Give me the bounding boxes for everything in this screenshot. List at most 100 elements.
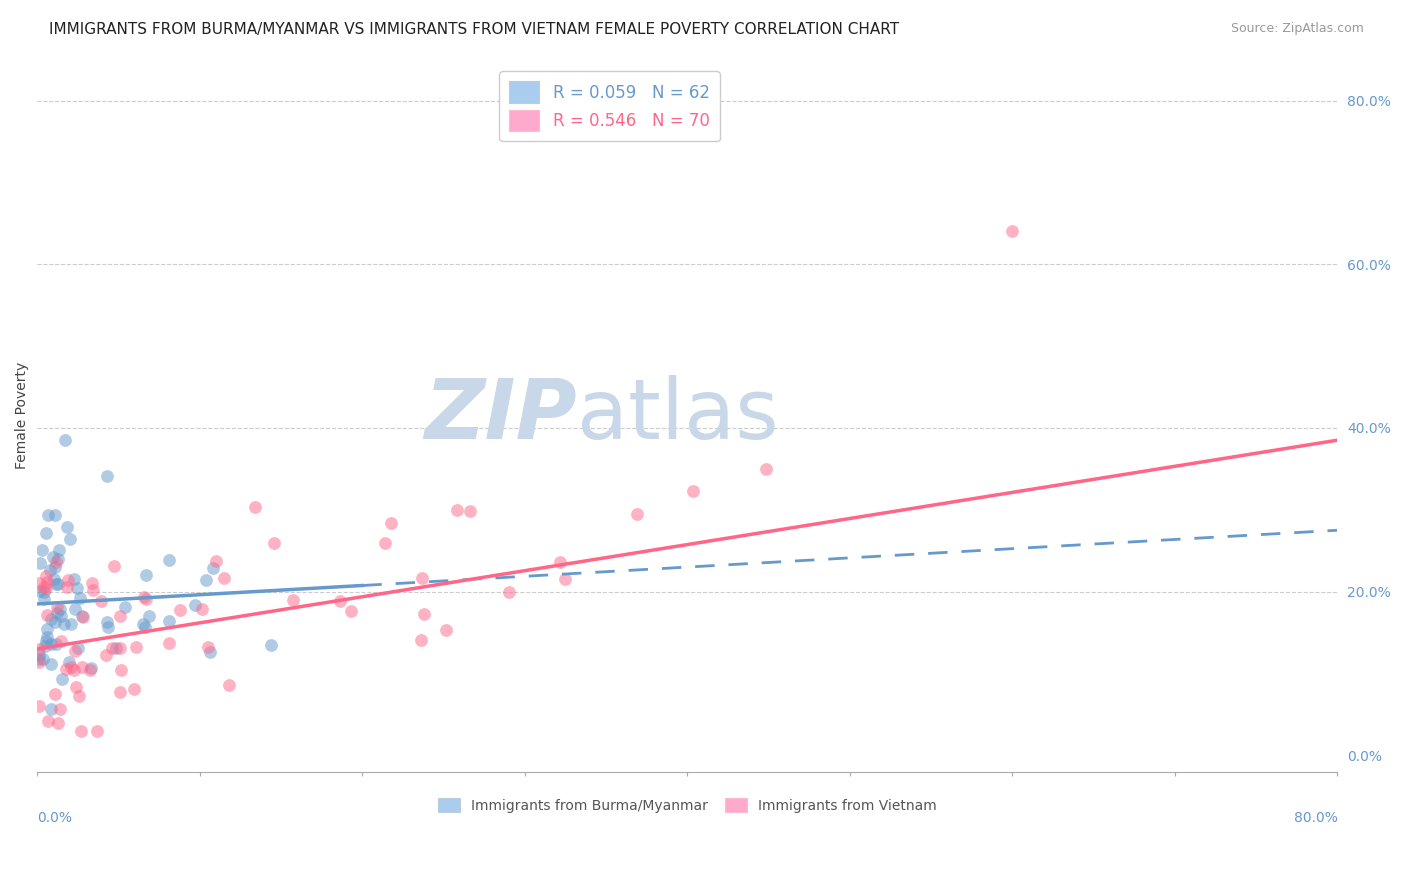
Point xyxy=(34,569,56,583)
Point xyxy=(69,723,91,738)
Point xyxy=(44,508,66,523)
Point xyxy=(135,568,157,582)
Point xyxy=(157,552,180,566)
Point xyxy=(138,609,160,624)
Point xyxy=(49,702,72,716)
Point xyxy=(110,608,132,623)
Point xyxy=(104,641,127,656)
Point xyxy=(37,508,59,523)
Point xyxy=(374,535,396,549)
Text: atlas: atlas xyxy=(576,376,779,456)
Point xyxy=(548,555,571,569)
Point xyxy=(37,714,59,728)
Point xyxy=(39,702,62,716)
Point xyxy=(134,620,156,634)
Point xyxy=(46,577,69,591)
Point xyxy=(56,520,79,534)
Text: 0.0%: 0.0% xyxy=(38,811,72,825)
Point xyxy=(157,614,180,628)
Point xyxy=(65,680,87,694)
Point xyxy=(53,617,76,632)
Point xyxy=(66,581,89,595)
Point xyxy=(69,591,91,606)
Point xyxy=(70,660,93,674)
Point xyxy=(411,571,433,585)
Point xyxy=(49,602,72,616)
Point xyxy=(184,598,207,612)
Point xyxy=(35,623,58,637)
Point xyxy=(626,507,648,521)
Point xyxy=(39,657,62,671)
Point xyxy=(72,610,94,624)
Point xyxy=(1001,225,1024,239)
Point xyxy=(28,699,51,714)
Y-axis label: Female Poverty: Female Poverty xyxy=(15,362,30,469)
Point xyxy=(28,584,51,599)
Point xyxy=(44,573,66,587)
Point xyxy=(446,503,468,517)
Point xyxy=(44,560,66,574)
Point xyxy=(44,687,66,701)
Point xyxy=(259,638,281,652)
Point xyxy=(380,516,402,530)
Point xyxy=(201,561,224,575)
Point xyxy=(103,558,125,573)
Point xyxy=(35,525,58,540)
Point xyxy=(35,575,58,590)
Point xyxy=(413,607,436,622)
Point xyxy=(340,604,363,618)
Point xyxy=(263,536,285,550)
Point xyxy=(37,630,59,644)
Point xyxy=(498,585,520,599)
Point xyxy=(212,570,235,584)
Point xyxy=(409,633,432,648)
Point xyxy=(46,552,69,566)
Legend: Immigrants from Burma/Myanmar, Immigrants from Vietnam: Immigrants from Burma/Myanmar, Immigrant… xyxy=(432,792,942,818)
Point xyxy=(62,663,84,677)
Text: IMMIGRANTS FROM BURMA/MYANMAR VS IMMIGRANTS FROM VIETNAM FEMALE POVERTY CORRELAT: IMMIGRANTS FROM BURMA/MYANMAR VS IMMIGRA… xyxy=(49,22,900,37)
Point xyxy=(198,645,221,659)
Point xyxy=(39,612,62,626)
Point xyxy=(46,606,69,620)
Point xyxy=(63,644,86,658)
Point xyxy=(86,723,108,738)
Point xyxy=(218,677,240,691)
Point xyxy=(31,543,53,558)
Point xyxy=(59,617,82,632)
Point xyxy=(37,607,59,622)
Point xyxy=(329,593,352,607)
Point xyxy=(755,462,778,476)
Point xyxy=(67,690,90,704)
Point xyxy=(35,581,58,595)
Point xyxy=(32,585,55,599)
Point xyxy=(281,593,304,607)
Point xyxy=(90,593,112,607)
Point xyxy=(49,633,72,648)
Point xyxy=(135,591,157,606)
Point xyxy=(44,615,66,630)
Point xyxy=(63,602,86,616)
Point xyxy=(34,580,56,594)
Point xyxy=(28,575,51,590)
Point xyxy=(70,608,93,623)
Point xyxy=(190,602,212,616)
Point xyxy=(122,681,145,696)
Point xyxy=(39,563,62,577)
Point xyxy=(51,672,73,686)
Point xyxy=(63,572,86,586)
Point xyxy=(97,620,120,634)
Point xyxy=(434,624,457,638)
Point xyxy=(132,590,155,604)
Point xyxy=(197,640,219,654)
Point xyxy=(96,469,118,483)
Point xyxy=(58,655,80,669)
Point xyxy=(48,715,70,730)
Point xyxy=(28,556,51,570)
Text: Source: ZipAtlas.com: Source: ZipAtlas.com xyxy=(1230,22,1364,36)
Point xyxy=(59,533,82,547)
Point xyxy=(82,583,104,598)
Point xyxy=(32,652,55,666)
Point xyxy=(79,663,101,677)
Point xyxy=(34,639,56,653)
Point xyxy=(80,576,103,591)
